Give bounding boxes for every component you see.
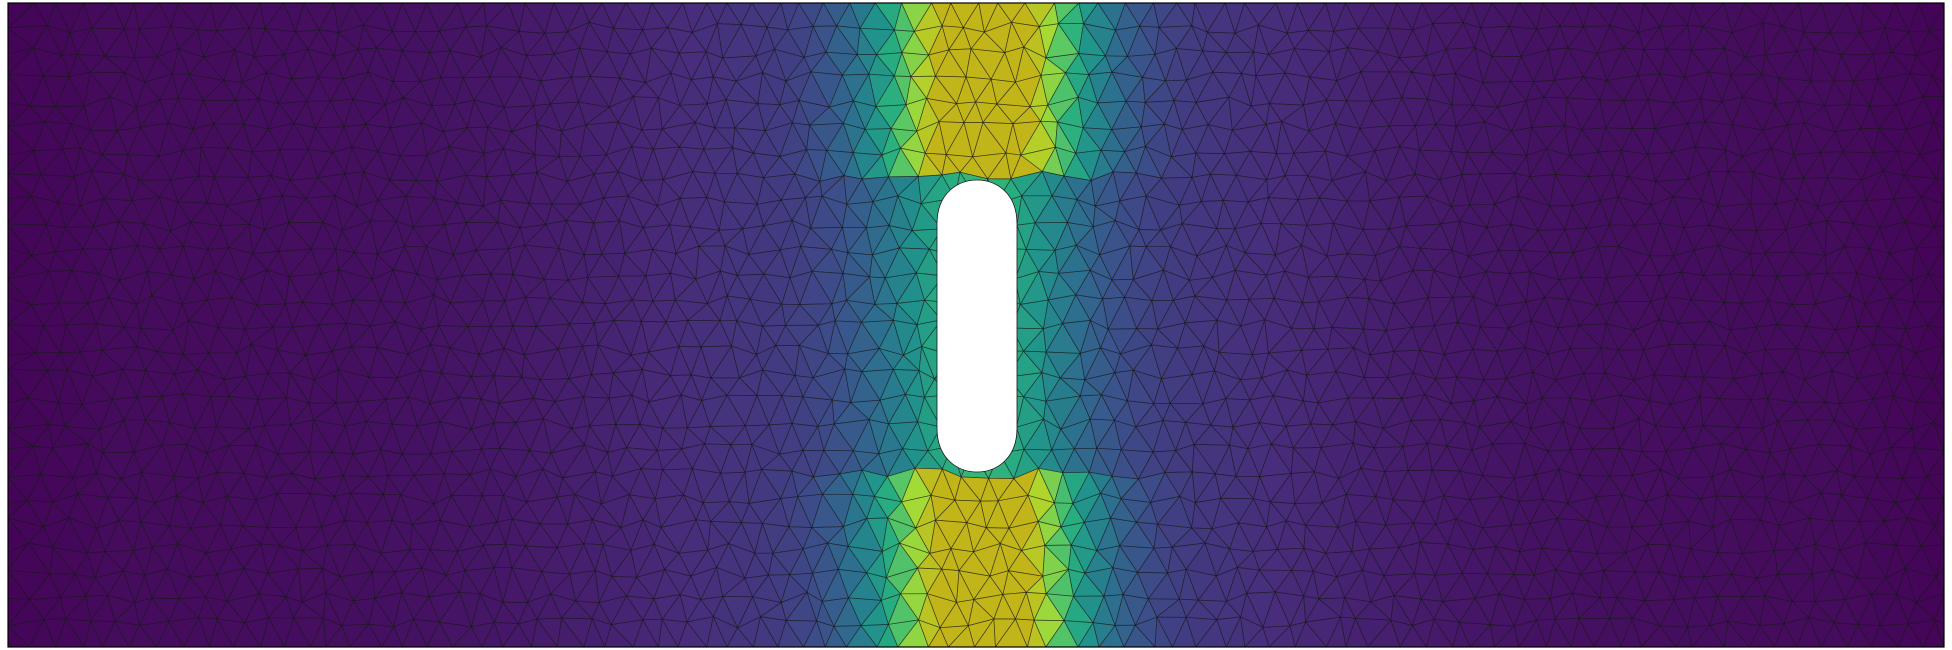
visualization-viewport: [7, 2, 1945, 648]
mesh-plot: [7, 2, 1945, 648]
